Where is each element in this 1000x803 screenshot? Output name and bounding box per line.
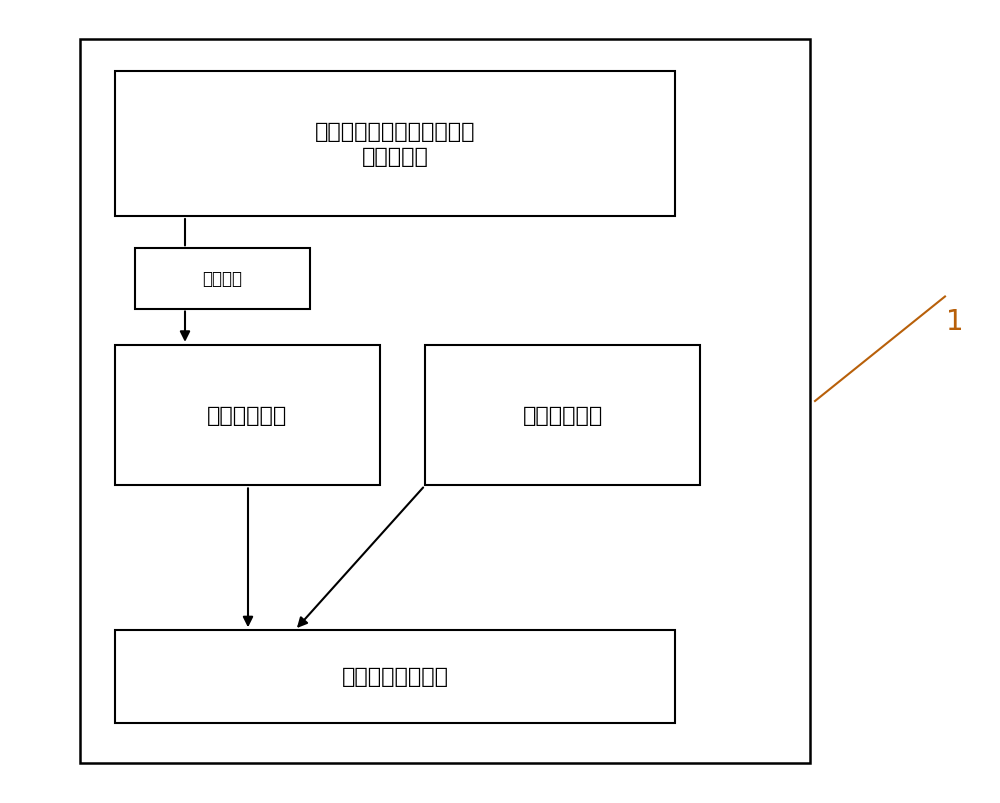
Text: 编码器（辊子每转一圈发送
一次脉冲）: 编码器（辊子每转一圈发送 一次脉冲） xyxy=(315,122,475,167)
Text: 1: 1 xyxy=(946,308,964,335)
Bar xyxy=(80,40,810,763)
Bar xyxy=(115,630,675,723)
Bar xyxy=(115,72,675,217)
Bar xyxy=(115,345,380,486)
Text: 辊子周长设定: 辊子周长设定 xyxy=(522,406,603,426)
Text: 脉冲信号计数: 脉冲信号计数 xyxy=(207,406,288,426)
Text: 脉冲信号: 脉冲信号 xyxy=(202,270,242,288)
Bar xyxy=(135,249,310,309)
Bar xyxy=(425,345,700,486)
Text: 当前实际运行长度: 当前实际运行长度 xyxy=(342,666,448,687)
